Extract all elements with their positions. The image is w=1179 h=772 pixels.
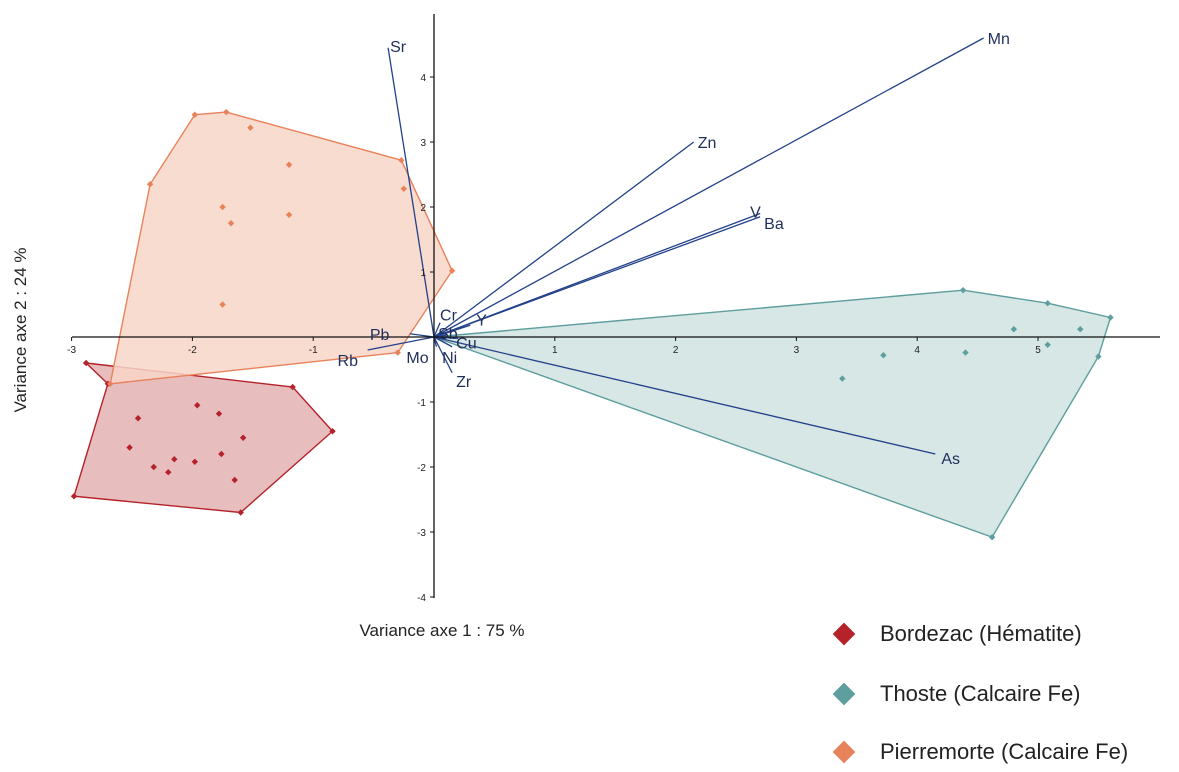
vector-label-y: Y: [476, 312, 487, 329]
hull-1: [434, 290, 1110, 537]
y-tick-label: -3: [417, 528, 426, 539]
x-tick-label: -1: [309, 345, 318, 356]
group-hulls: [74, 112, 1110, 537]
x-tick-label: 3: [794, 345, 800, 356]
vector-label-ni: Ni: [442, 350, 457, 367]
y-tick-label: -1: [417, 398, 426, 409]
diamond-marker-icon: [833, 623, 856, 646]
y-tick-label: -2: [417, 463, 426, 474]
vector-label-cr: Cr: [440, 308, 458, 325]
vector-label-mn: Mn: [988, 31, 1010, 48]
x-tick-label: 4: [914, 345, 920, 356]
vector-label-v: V: [750, 205, 761, 222]
y-tick-label: 4: [420, 73, 426, 84]
vector-label-zn: Zn: [698, 135, 717, 152]
vector-label-cu: Cu: [456, 335, 476, 352]
x-tick-label: -2: [188, 345, 197, 356]
vector-label-sb: Sb: [438, 326, 458, 343]
y-axis-title: Variance axe 2 : 24 %: [11, 247, 30, 412]
legend-item-bordezac: Bordezac (Hématite): [830, 614, 1082, 654]
vector-mn: [434, 38, 984, 337]
y-tick-label: 1: [420, 268, 426, 279]
legend-label: Bordezac (Hématite): [880, 621, 1082, 647]
x-tick-label: -3: [67, 345, 76, 356]
vector-label-pb: Pb: [370, 327, 390, 344]
x-axis-title: Variance axe 1 : 75 %: [359, 621, 524, 640]
y-tick-label: -4: [417, 593, 426, 604]
vector-label-mo: Mo: [406, 350, 428, 367]
x-tick-label: 5: [1035, 345, 1041, 356]
vector-label-rb: Rb: [338, 353, 359, 370]
vector-label-ba: Ba: [764, 216, 784, 233]
vector-label-sr: Sr: [390, 39, 407, 56]
diamond-marker-icon: [833, 683, 856, 706]
legend-item-thoste: Thoste (Calcaire Fe): [830, 674, 1081, 714]
legend-label: Thoste (Calcaire Fe): [880, 681, 1081, 707]
vector-label-zr: Zr: [456, 374, 472, 391]
x-tick-label: 2: [673, 345, 679, 356]
legend-label: Pierremorte (Calcaire Fe): [880, 739, 1128, 765]
x-tick-label: 1: [552, 345, 558, 356]
diamond-marker-icon: [833, 741, 856, 764]
legend-item-pierremorte: Pierremorte (Calcaire Fe): [830, 732, 1128, 772]
y-tick-label: 2: [420, 203, 426, 214]
vector-zn: [434, 142, 694, 337]
vector-label-as: As: [941, 451, 960, 468]
y-tick-label: 3: [420, 138, 426, 149]
